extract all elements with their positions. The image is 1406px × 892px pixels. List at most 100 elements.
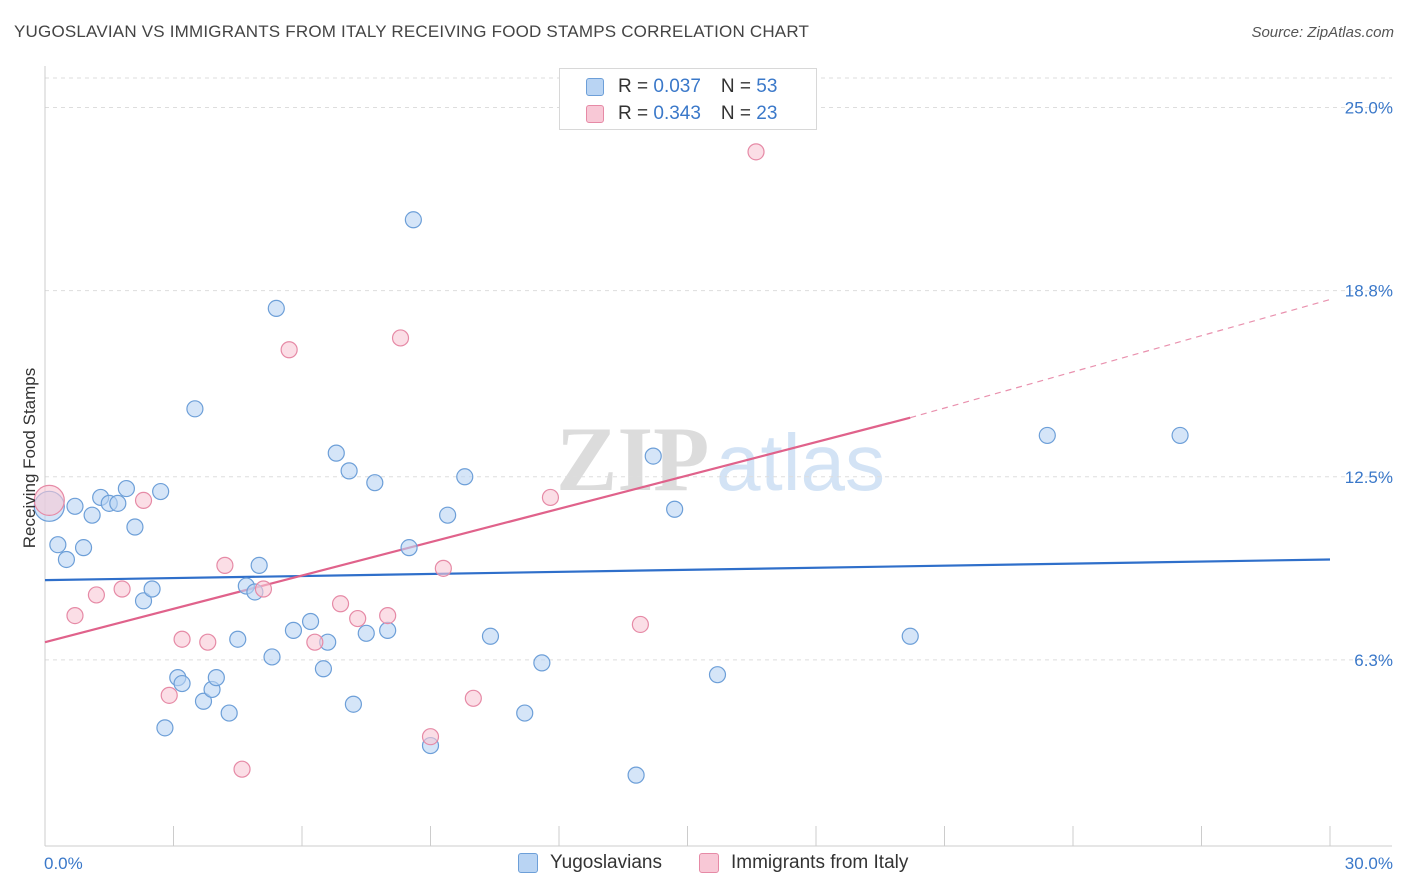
point-yugoslavians — [267, 299, 285, 317]
x-tick-label: 30.0% — [1345, 854, 1393, 873]
point-italy — [464, 689, 482, 707]
point-yugoslavians — [301, 612, 320, 631]
point-yugoslavians — [644, 447, 662, 465]
point-yugoslavians — [66, 497, 84, 515]
point-yugoslavians — [194, 692, 213, 710]
point-italy — [33, 484, 65, 516]
point-italy — [280, 341, 298, 359]
legend-r-label: R = — [618, 103, 654, 124]
point-italy — [87, 586, 106, 604]
point-italy — [331, 595, 350, 613]
point-yugoslavians — [284, 621, 303, 639]
point-yugoslavians — [156, 719, 174, 737]
bottom-legend-italy: Immigrants from Italy — [699, 852, 908, 874]
point-yugoslavians — [220, 704, 238, 722]
legend-row-italy: R = 0.343 N = 23 — [586, 103, 777, 125]
legend-swatch-pink — [586, 105, 604, 123]
point-yugoslavians — [173, 674, 191, 693]
point-italy — [113, 580, 131, 598]
point-yugoslavians — [74, 539, 93, 557]
point-yugoslavians — [481, 627, 500, 645]
point-yugoslavians — [109, 494, 127, 512]
point-italy — [233, 760, 251, 778]
source-label: Source: ZipAtlas.com — [1251, 24, 1394, 41]
point-yugoslavians — [1038, 426, 1056, 445]
y-axis-title: Receiving Food Stamps — [20, 367, 39, 549]
point-yugoslavians — [456, 468, 474, 486]
legend-n-label: N = — [720, 103, 757, 124]
watermark-zip: ZIP — [556, 408, 709, 510]
y-tick-label: 18.8% — [1345, 282, 1393, 301]
point-yugoslavians — [83, 506, 101, 524]
legend-r-value: 0.343 — [653, 103, 701, 124]
point-yugoslavians — [152, 482, 170, 501]
point-yugoslavians — [400, 539, 418, 557]
point-italy — [421, 728, 440, 746]
point-yugoslavians — [708, 666, 727, 684]
chart-title: YUGOSLAVIAN VS IMMIGRANTS FROM ITALY REC… — [14, 22, 810, 41]
point-yugoslavians — [134, 592, 153, 610]
point-yugoslavians — [57, 550, 76, 569]
point-yugoslavians — [439, 506, 457, 524]
bottom-legend-swatch-pink — [699, 853, 719, 873]
y-tick-label: 6.3% — [1354, 651, 1393, 670]
legend-n-value: 23 — [756, 103, 778, 124]
y-tick-label: 12.5% — [1345, 468, 1393, 487]
point-yugoslavians — [516, 704, 534, 722]
point-yugoslavians — [229, 630, 247, 648]
point-yugoslavians — [207, 669, 225, 687]
legend-r-value: 0.037 — [653, 76, 701, 97]
point-yugoslavians — [250, 556, 268, 574]
point-yugoslavians — [143, 580, 161, 598]
point-yugoslavians — [126, 518, 144, 536]
point-yugoslavians — [327, 444, 345, 462]
legend-n-value: 53 — [756, 76, 778, 97]
point-yugoslavians — [1171, 426, 1189, 445]
point-italy — [216, 556, 234, 574]
trend-line-italy-extension — [910, 298, 1331, 419]
point-yugoslavians — [901, 627, 919, 645]
point-yugoslavians — [627, 766, 645, 784]
point-yugoslavians — [263, 648, 281, 666]
stats-legend: R = 0.037 N = 53 R = 0.343 N = 23 — [559, 68, 817, 130]
point-yugoslavians — [344, 695, 362, 713]
point-yugoslavians — [404, 211, 422, 229]
point-italy — [747, 143, 765, 161]
point-italy — [379, 606, 397, 625]
point-yugoslavians — [49, 536, 67, 554]
data-points — [33, 143, 1189, 784]
point-italy — [306, 633, 324, 651]
point-yugoslavians — [379, 621, 397, 639]
point-italy — [160, 686, 178, 704]
trend-lines — [44, 298, 1331, 644]
point-italy — [254, 580, 273, 598]
legend-swatch-blue — [586, 78, 604, 96]
point-italy — [134, 491, 153, 509]
point-italy — [349, 609, 367, 628]
point-italy — [66, 606, 84, 625]
legend-n-label: N = — [720, 76, 757, 97]
x-tick-label: 0.0% — [44, 854, 83, 873]
trend-line-italy — [44, 416, 911, 644]
watermark-atlas: atlas — [716, 418, 885, 507]
bottom-legend-swatch-blue — [518, 853, 538, 873]
point-italy — [199, 633, 217, 651]
bottom-legend-yugoslavians: Yugoslavians — [518, 852, 662, 874]
point-yugoslavians — [117, 479, 135, 498]
point-yugoslavians — [186, 400, 204, 418]
point-italy — [434, 559, 452, 577]
tick-labels: 6.3% 12.5% 18.8% 25.0% 0.0% 30.0% — [44, 99, 1393, 873]
y-tick-label: 25.0% — [1345, 99, 1393, 118]
point-yugoslavians — [314, 660, 333, 678]
bottom-legend-label: Yugoslavians — [550, 852, 662, 873]
point-yugoslavians — [366, 474, 384, 492]
point-italy — [631, 615, 649, 634]
legend-r-label: R = — [618, 76, 654, 97]
point-italy — [173, 630, 191, 648]
point-italy — [391, 329, 410, 347]
point-yugoslavians — [533, 654, 551, 672]
bottom-legend-label: Immigrants from Italy — [731, 852, 909, 873]
trend-line-yugoslavians — [44, 558, 1331, 582]
grid-lines — [45, 77, 1392, 661]
